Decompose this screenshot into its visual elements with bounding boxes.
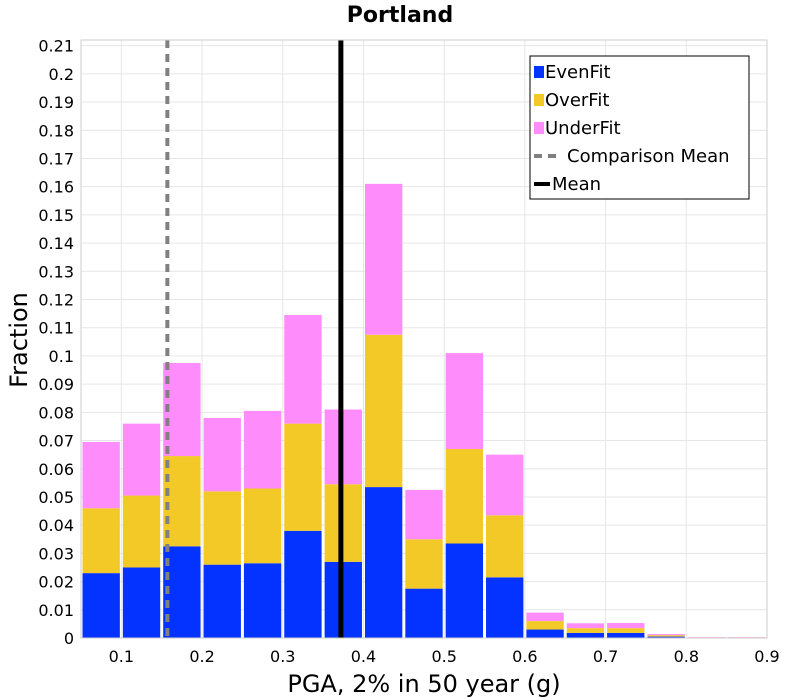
x-tick-label: 0.1 — [109, 647, 134, 666]
y-tick-label: 0.1 — [49, 347, 74, 366]
bar-evenfit-0 — [82, 573, 120, 638]
bar-overfit-4 — [243, 488, 282, 564]
x-tick-label: 0.8 — [674, 647, 699, 666]
bar-underfit-14 — [647, 634, 685, 636]
bar-evenfit-5 — [284, 530, 322, 638]
bar-overfit-7 — [364, 334, 403, 488]
legend-box — [529, 55, 750, 200]
x-axis-title: PGA, 2% in 50 year (g) — [287, 670, 560, 698]
y-tick-label: 0.02 — [38, 573, 74, 592]
legend-swatch-overfit — [534, 94, 544, 106]
bar-underfit-7 — [364, 183, 403, 335]
y-tick-label: 0.04 — [38, 516, 74, 535]
bar-underfit-5 — [284, 315, 322, 424]
legend-label: OverFit — [545, 90, 609, 111]
x-tick-label: 0.4 — [351, 647, 376, 666]
legend-label: UnderFit — [545, 118, 621, 139]
bar-overfit-11 — [526, 621, 564, 630]
y-tick-label: 0.03 — [38, 544, 74, 563]
bar-underfit-12 — [566, 623, 605, 629]
bar-underfit-1 — [122, 423, 161, 496]
y-tick-label: 0.13 — [38, 262, 74, 281]
bar-underfit-8 — [405, 489, 443, 540]
y-tick-label: 0.12 — [38, 291, 74, 310]
y-tick-label: 0.18 — [38, 121, 74, 140]
y-axis-title: Fraction — [5, 292, 33, 388]
legend-label: Comparison Mean — [567, 146, 730, 167]
y-tick-label: 0.11 — [38, 319, 74, 338]
y-tick-label: 0.01 — [38, 601, 74, 620]
x-tick-label: 0.7 — [593, 647, 618, 666]
bar-underfit-3 — [203, 417, 241, 492]
x-tick-label: 0.6 — [512, 647, 537, 666]
y-tick-label: 0.21 — [38, 37, 74, 56]
bar-overfit-13 — [607, 628, 645, 633]
y-tick-label: 0.09 — [38, 375, 74, 394]
bar-underfit-2 — [163, 362, 201, 457]
bar-underfit-9 — [445, 353, 484, 450]
bar-evenfit-3 — [203, 564, 241, 638]
bar-evenfit-9 — [445, 543, 484, 638]
bar-overfit-1 — [122, 495, 161, 568]
bar-overfit-14 — [647, 635, 685, 637]
bar-evenfit-12 — [566, 632, 605, 638]
chart-title: Portland — [347, 3, 453, 28]
y-tick-label: 0.06 — [38, 460, 74, 479]
y-tick-label: 0.07 — [38, 432, 74, 451]
bar-overfit-2 — [163, 456, 201, 547]
bar-overfit-0 — [82, 508, 120, 574]
y-tick-label: 0.16 — [38, 178, 74, 197]
bar-overfit-3 — [203, 491, 241, 565]
x-tick-label: 0.3 — [270, 647, 295, 666]
bar-overfit-10 — [486, 515, 524, 578]
bar-evenfit-14 — [647, 636, 685, 638]
bar-underfit-4 — [243, 410, 282, 489]
y-tick-label: 0.15 — [38, 206, 74, 225]
bar-underfit-11 — [526, 612, 564, 622]
bar-underfit-0 — [82, 441, 120, 509]
x-tick-label: 0.5 — [431, 647, 456, 666]
bar-evenfit-4 — [243, 563, 282, 638]
y-tick-label: 0.08 — [38, 403, 74, 422]
y-tick-label: 0.05 — [38, 488, 74, 507]
bar-evenfit-10 — [486, 577, 524, 638]
y-tick-label: 0 — [64, 629, 74, 648]
y-tick-label: 0.19 — [38, 93, 74, 112]
bar-underfit-13 — [607, 623, 645, 629]
y-tick-label: 0.17 — [38, 149, 74, 168]
bar-evenfit-11 — [526, 629, 564, 638]
bar-overfit-8 — [405, 539, 443, 589]
legend-swatch-underfit — [534, 122, 544, 134]
plot-border — [80, 39, 768, 639]
bar-evenfit-2 — [163, 546, 201, 638]
bar-evenfit-8 — [405, 588, 443, 638]
bar-evenfit-13 — [607, 632, 645, 638]
x-tick-label: 0.9 — [754, 647, 779, 666]
bar-overfit-12 — [566, 628, 605, 633]
legend: EvenFit OverFit UnderFit Comparison Mean Mea… — [529, 55, 750, 200]
bar-overfit-5 — [284, 423, 322, 531]
y-tick-label: 0.14 — [38, 234, 74, 253]
bar-evenfit-1 — [122, 567, 161, 638]
legend-label: Mean — [552, 174, 601, 195]
bar-overfit-9 — [445, 449, 484, 544]
y-tick-label: 0.2 — [49, 65, 74, 84]
bar-evenfit-7 — [364, 487, 403, 638]
legend-label: EvenFit — [545, 62, 611, 83]
bar-underfit-10 — [486, 454, 524, 516]
x-tick-label: 0.2 — [189, 647, 214, 666]
legend-swatch-evenfit — [534, 66, 544, 78]
